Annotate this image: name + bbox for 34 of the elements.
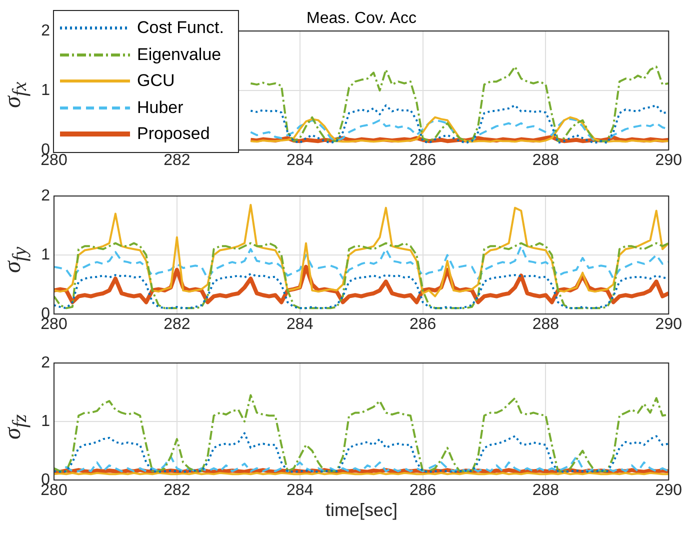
x-axis-title: time[sec] bbox=[324, 500, 399, 521]
line-series bbox=[54, 245, 669, 280]
x-tick-label: 288 bbox=[532, 316, 560, 334]
legend-label: Proposed bbox=[137, 124, 210, 144]
line-series bbox=[250, 66, 669, 142]
line-series bbox=[250, 104, 669, 144]
x-tick-label: 286 bbox=[409, 152, 436, 170]
line-series bbox=[54, 432, 669, 473]
legend-label: GCU bbox=[137, 71, 175, 92]
x-tick-label: 288 bbox=[532, 482, 560, 500]
y-tick-label: 2 bbox=[41, 354, 50, 372]
y-tick-label: 2 bbox=[41, 187, 50, 204]
legend-label: Huber bbox=[137, 98, 184, 118]
x-tick-label: 286 bbox=[409, 482, 436, 500]
x-tick-label: 288 bbox=[532, 152, 560, 170]
y-tick-label: 1 bbox=[41, 82, 50, 99]
x-tick-label: 282 bbox=[164, 152, 190, 170]
x-tick-label: 290 bbox=[655, 152, 682, 170]
x-tick-label: 284 bbox=[286, 482, 314, 500]
x-tick-label: 290 bbox=[655, 316, 682, 334]
line-series bbox=[54, 394, 669, 472]
y-tick-label: 2 bbox=[41, 22, 50, 40]
legend-label: Eigenvalue bbox=[137, 44, 222, 65]
x-tick-label: 284 bbox=[286, 316, 314, 334]
y-tick-label: 1 bbox=[41, 412, 50, 430]
y-tick-label: 1 bbox=[41, 246, 50, 264]
x-tick-label: 286 bbox=[409, 316, 436, 334]
x-tick-label: 290 bbox=[655, 482, 682, 500]
x-tick-label: 282 bbox=[164, 316, 190, 334]
x-tick-label: 284 bbox=[286, 152, 314, 170]
x-tick-label: 282 bbox=[164, 482, 190, 500]
chart-title: Meas. Cov. Acc bbox=[306, 10, 416, 27]
line-series bbox=[54, 242, 669, 310]
legend-label: Cost Funct. bbox=[137, 18, 224, 38]
